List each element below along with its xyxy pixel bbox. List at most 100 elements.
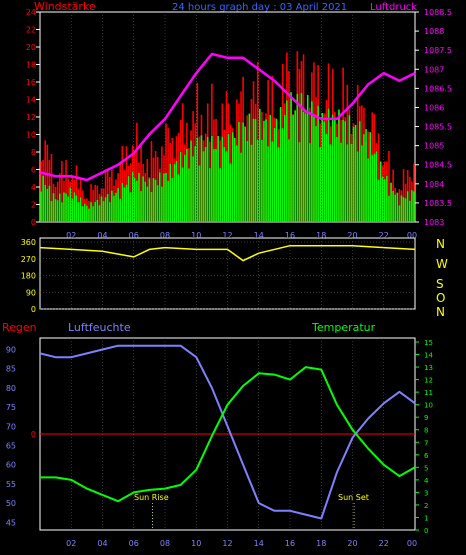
wind-avg-bar (363, 134, 365, 222)
wind-avg-bar (300, 93, 303, 222)
wind-gust-bar (61, 161, 63, 222)
wind-gust-bar (125, 146, 128, 222)
wind-avg-bar (279, 107, 282, 222)
direction-tick-label: 90 (26, 288, 36, 297)
wind-avg-bar (94, 201, 97, 222)
wind-avg-bar (340, 142, 342, 222)
wind-avg-bar (77, 202, 80, 222)
wind-avg-bar (165, 172, 167, 222)
wind-avg-bar (388, 195, 390, 222)
time-tick-label: 18 (316, 539, 326, 548)
humidity-tick-label: 50 (6, 499, 16, 508)
wind-avg-bar (394, 194, 397, 222)
wind-tick-label: 4 (31, 183, 36, 192)
wind-tick-label: 14 (26, 96, 36, 105)
direction-tick-label: 270 (21, 255, 36, 264)
wind-avg-bar (342, 119, 344, 222)
wind-avg-bar (398, 205, 401, 222)
wind-avg-bar (86, 205, 88, 222)
wind-avg-bar (190, 140, 192, 222)
humidity-tick-label: 55 (6, 480, 16, 489)
wind-avg-bar (127, 176, 130, 222)
time-tick-label: 08 (160, 539, 170, 548)
wind-avg-bar (354, 124, 357, 222)
temperature-tick-label: 9 (424, 414, 428, 422)
wind-avg-bar (294, 110, 297, 222)
wind-avg-bar (275, 118, 278, 222)
wind-avg-bar (281, 128, 284, 222)
humidity-line (39, 344, 416, 520)
wind-avg-bar (408, 200, 411, 222)
wind-avg-bar (233, 137, 236, 222)
chart-title: 24 hours graph day : 03 April 2021 (172, 2, 347, 13)
wind-avg-bar (152, 178, 155, 222)
wind-avg-bar (192, 156, 194, 222)
direction-letter-n-top: N (436, 237, 445, 251)
wind-tick-label: 6 (31, 166, 36, 175)
humidity-axis-title: Luftfeuchte (68, 321, 131, 334)
wind-avg-bar (163, 173, 165, 222)
time-tick-label: 14 (254, 231, 264, 240)
wind-avg-bar (48, 185, 51, 222)
wind-avg-bar (381, 176, 384, 222)
wind-avg-bar (344, 121, 347, 222)
wind-avg-bar (223, 147, 226, 222)
pressure-tick-label: 1084 (424, 180, 444, 189)
wind-avg-bar (254, 119, 257, 222)
humidity-tick-label: 65 (6, 442, 16, 451)
temperature-tick-label: 5 (424, 464, 428, 472)
temperature-tick-label: 7 (424, 439, 428, 447)
wind-avg-bar (231, 132, 234, 222)
wind-avg-bar (298, 142, 301, 222)
time-tick-label: 14 (254, 539, 264, 548)
wind-avg-bar (248, 113, 251, 222)
humidity-tick-label: 80 (6, 384, 16, 393)
wind-avg-bar (65, 193, 67, 222)
time-tick-label: 02 (66, 231, 76, 240)
wind-avg-bar (90, 202, 92, 222)
rain-axis-title: Regen (2, 321, 37, 334)
wind-avg-bar (263, 120, 265, 222)
wind-avg-bar (88, 208, 90, 222)
wind-avg-bar (75, 195, 78, 222)
time-tick-label: 00 (407, 231, 417, 240)
wind-avg-bar (148, 178, 151, 222)
wind-avg-bar (92, 206, 94, 222)
sunrise-label: Sun Rise (134, 493, 169, 502)
wind-avg-bar (358, 121, 361, 222)
temperature-line (40, 366, 416, 503)
temperature-tick-label: 15 (424, 339, 433, 347)
time-tick-label: 18 (316, 231, 326, 240)
wind-avg-bar (71, 198, 74, 222)
wind-avg-bar (261, 139, 263, 222)
wind-avg-bar (329, 144, 332, 222)
humidity-tick-label: 70 (6, 422, 16, 431)
wind-avg-bar (42, 175, 44, 222)
wind-avg-bar (161, 186, 163, 222)
direction-letter-w: W (436, 257, 448, 271)
wind-avg-bar (52, 193, 55, 222)
direction-letter-s: S (436, 277, 444, 291)
wind-avg-bar (138, 172, 140, 222)
temperature-tick-label: 10 (424, 402, 433, 410)
wind-avg-bar (200, 135, 203, 222)
wind-avg-bar (150, 192, 153, 222)
direction-tick-label: 360 (21, 238, 36, 247)
wind-avg-bar (286, 100, 288, 222)
wind-avg-bar (317, 105, 319, 222)
direction-tick-label: 180 (21, 272, 36, 281)
wind-gust-bar (167, 127, 169, 222)
wind-avg-bar (79, 197, 82, 222)
wind-avg-bar (365, 128, 367, 222)
wind-avg-bar (373, 153, 376, 222)
wind-avg-bar (400, 195, 403, 222)
wind-tick-label: 10 (26, 131, 36, 140)
wind-avg-bar (115, 192, 117, 222)
wind-avg-bar (125, 184, 128, 222)
time-tick-label: 16 (285, 539, 295, 548)
wind-avg-bar (396, 192, 399, 222)
wind-avg-bar (96, 199, 99, 222)
chart-marks: 0202040406060808101012121414161618182020… (6, 8, 452, 548)
wind-avg-bar (202, 151, 205, 222)
